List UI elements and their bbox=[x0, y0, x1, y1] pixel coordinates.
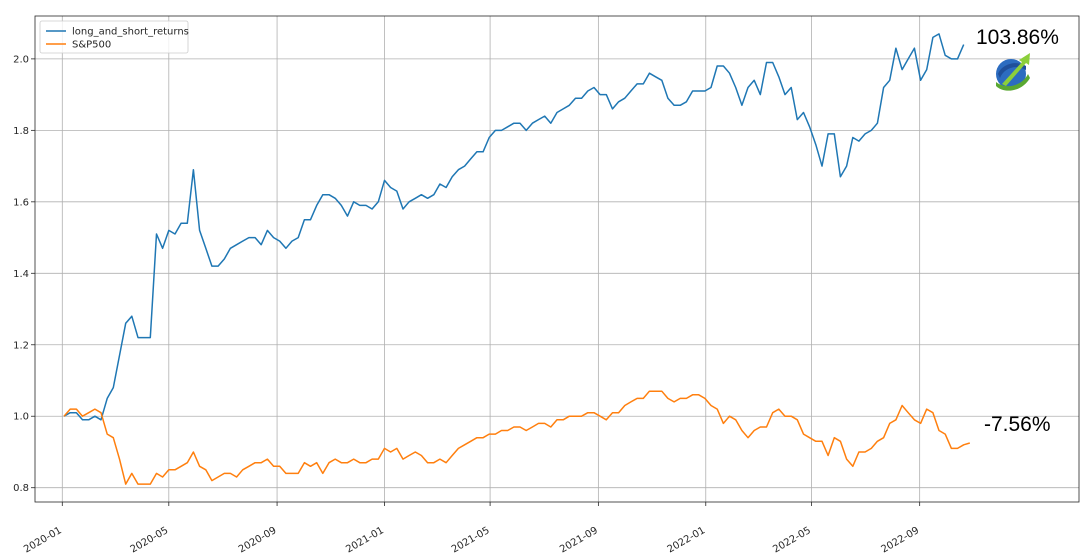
y-axis-ticks: 0.8 1.0 1.2 1.4 1.6 1.8 2.0 bbox=[13, 54, 35, 494]
y-tick-label: 0.8 bbox=[13, 483, 29, 494]
growth-arrow-globe-icon bbox=[996, 53, 1030, 91]
legend-label-sp500: S&P500 bbox=[72, 40, 111, 51]
legend-box bbox=[39, 20, 189, 54]
y-tick-label: 1.4 bbox=[13, 269, 29, 280]
y-tick-label: 2.0 bbox=[13, 54, 29, 65]
annotation-sp500-return: -7.56% bbox=[984, 413, 1051, 436]
y-tick-label: 1.8 bbox=[13, 126, 29, 137]
annotation-long-short-return: 103.86% bbox=[976, 26, 1059, 49]
logo-swoosh-green bbox=[996, 74, 1030, 91]
y-tick-label: 1.0 bbox=[13, 412, 29, 423]
series-line-sp500 bbox=[63, 390, 971, 485]
legend-label-long-short: long_and_short_returns bbox=[72, 27, 189, 38]
series-layer bbox=[63, 33, 971, 485]
logo-arrow bbox=[1002, 53, 1030, 86]
series-line-long-short-returns bbox=[63, 33, 965, 421]
y-tick-label: 1.2 bbox=[13, 340, 29, 351]
grid-lines bbox=[35, 16, 1079, 502]
plot-frame bbox=[34, 15, 1080, 503]
y-tick-label: 1.6 bbox=[13, 197, 29, 208]
legend: long_and_short_returns S&P500 bbox=[39, 20, 189, 54]
